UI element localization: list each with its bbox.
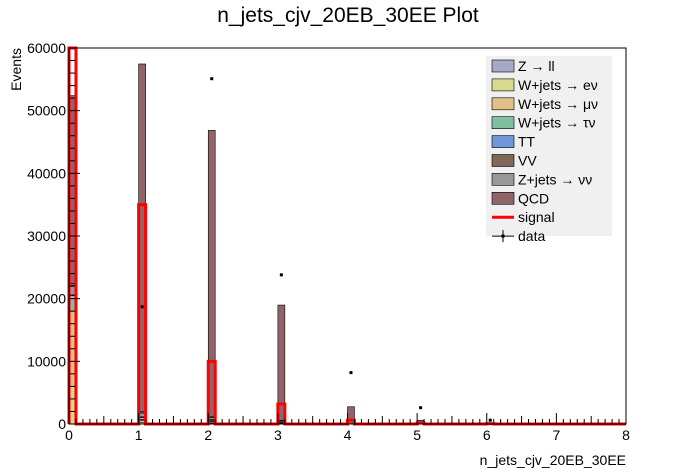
legend-label-z-ll: Z → ll [518,58,555,74]
bar-qcd-3 [277,304,286,421]
legend-swatch-vv [491,154,515,167]
chart-title: n_jets_cjv_20EB_30EE Plot [217,4,479,27]
legend-swatch-qcd [491,192,515,205]
x-tick-label-4: 4 [344,427,352,443]
data-point-6 [488,418,492,422]
bar-qcd-2 [207,130,216,418]
legend: Z → ll W+jets → eν W+jets → μν W+jets → τν T… [486,56,612,244]
legend-label-w-jets: W+jets → μν [518,96,598,112]
legend-label-w-jets: W+jets → τν [518,115,596,131]
legend-swatch-w-jets [491,116,515,129]
y-tick-label-3: 30000 [27,228,66,244]
x-tick-label-0: 0 [65,427,73,443]
y-tick-label-5: 50000 [27,103,66,119]
legend-swatch-w-jets-e [491,78,515,92]
x-tick-label-8: 8 [622,427,630,443]
legend-label-tt: TT [518,134,536,150]
legend-label-data: data [518,228,545,244]
legend-label-vv: VV [518,153,537,169]
legend-swatch-w-jets [491,97,515,111]
y-tick-label-2: 20000 [27,291,66,307]
legend-swatch-z-jets [491,173,515,186]
y-tick-label-0: 0 [58,416,66,432]
data-point-3 [279,273,283,277]
legend-label-w-jets-e: W+jets → eν [518,77,598,93]
histogram-bars [68,63,495,425]
axes: 0 1 2 3 4 5 6 7 8 0 10000 20000 30000 40000 50000 60000 [27,40,630,443]
legend-label-qcd: QCD [518,190,549,206]
legend-label-z-jets: Z+jets → νν [518,171,592,187]
data-points [140,77,492,422]
legend-swatch-z-ll [491,59,515,73]
y-tick-label-6: 60000 [27,40,66,56]
y-tick-label-4: 40000 [27,165,66,181]
legend-label-signal: signal [518,209,555,225]
x-tick-label-3: 3 [274,427,282,443]
x-tick-label-7: 7 [552,427,560,443]
data-point-2 [210,77,214,81]
x-tick-label-2: 2 [204,427,212,443]
y-tick-label-1: 10000 [27,353,66,369]
data-point-5 [419,406,423,410]
x-tick-label-6: 6 [483,427,491,443]
y-axis-label: Events [8,48,24,91]
legend-swatch-data-marker [501,234,505,238]
data-point-1 [140,305,144,309]
x-tick-label-5: 5 [413,427,421,443]
x-axis-label: n_jets_cjv_20EB_30EE [480,452,626,468]
legend-swatch-tt [491,135,515,148]
data-point-4 [349,371,353,375]
x-tick-label-1: 1 [135,427,143,443]
